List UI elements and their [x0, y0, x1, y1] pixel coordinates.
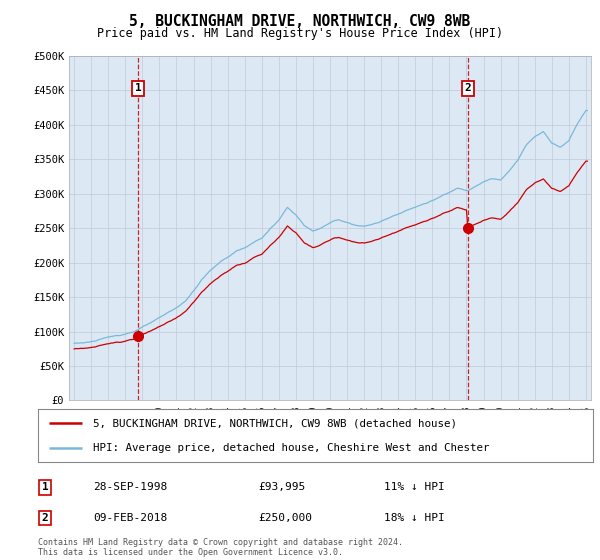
Text: £250,000: £250,000 [258, 513, 312, 523]
Text: 2: 2 [41, 513, 49, 523]
Text: Price paid vs. HM Land Registry's House Price Index (HPI): Price paid vs. HM Land Registry's House … [97, 27, 503, 40]
Text: 09-FEB-2018: 09-FEB-2018 [93, 513, 167, 523]
Text: 2: 2 [465, 83, 472, 94]
Text: 28-SEP-1998: 28-SEP-1998 [93, 482, 167, 492]
Text: 18% ↓ HPI: 18% ↓ HPI [384, 513, 445, 523]
Text: HPI: Average price, detached house, Cheshire West and Chester: HPI: Average price, detached house, Ches… [94, 442, 490, 452]
Text: 11% ↓ HPI: 11% ↓ HPI [384, 482, 445, 492]
Text: £93,995: £93,995 [258, 482, 305, 492]
Text: 5, BUCKINGHAM DRIVE, NORTHWICH, CW9 8WB (detached house): 5, BUCKINGHAM DRIVE, NORTHWICH, CW9 8WB … [94, 418, 457, 428]
Text: 1: 1 [135, 83, 142, 94]
Text: Contains HM Land Registry data © Crown copyright and database right 2024.
This d: Contains HM Land Registry data © Crown c… [38, 538, 403, 557]
Text: 5, BUCKINGHAM DRIVE, NORTHWICH, CW9 8WB: 5, BUCKINGHAM DRIVE, NORTHWICH, CW9 8WB [130, 14, 470, 29]
Text: 1: 1 [41, 482, 49, 492]
